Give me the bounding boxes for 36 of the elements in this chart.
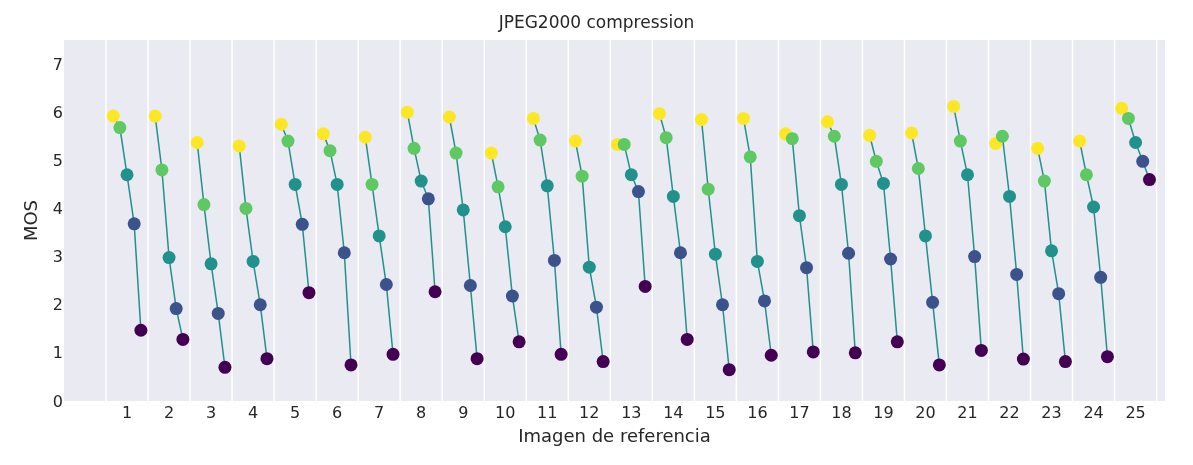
x-tick-label: 4 <box>248 403 259 422</box>
x-tick-label: 1 <box>121 403 133 422</box>
x-tick-label: 19 <box>873 403 894 422</box>
x-tick-label: 23 <box>1041 403 1062 422</box>
x-tick-label: 8 <box>416 403 427 422</box>
y-tick-label: 0 <box>52 391 63 411</box>
x-tick-label: 13 <box>621 403 642 422</box>
y-axis-title: MOS <box>20 199 42 242</box>
x-tick-label: 9 <box>458 403 469 422</box>
x-tick-label: 16 <box>747 403 768 422</box>
x-tick-label: 5 <box>290 403 301 422</box>
y-tick-label: 5 <box>52 150 63 170</box>
x-tick-label: 7 <box>374 403 385 422</box>
x-tick-label: 10 <box>495 403 516 422</box>
x-tick-label: 11 <box>537 403 558 422</box>
x-tick-label: 3 <box>205 403 217 422</box>
y-tick-label: 6 <box>52 102 63 122</box>
y-tick-label: 3 <box>52 247 63 267</box>
x-tick-label: 17 <box>789 403 810 422</box>
x-tick-label: 18 <box>831 403 852 422</box>
x-tick-label: 25 <box>1125 403 1146 422</box>
x-tick-label: 2 <box>163 403 175 422</box>
y-tick-label: 1 <box>52 343 63 363</box>
x-tick-label: 15 <box>705 403 726 422</box>
y-tick-label: 7 <box>52 54 63 74</box>
y-tick-label: 2 <box>52 295 63 315</box>
x-tick-label: 6 <box>332 403 343 422</box>
x-axis-title: Imagen de referencia <box>518 425 711 447</box>
x-tick-label: 20 <box>915 403 936 422</box>
chart-title: JPEG2000 compression <box>497 12 695 33</box>
y-tick-label: 4 <box>52 199 63 219</box>
x-tick-label: 24 <box>1083 403 1104 422</box>
x-tick-label: 12 <box>579 403 600 422</box>
x-tick-label: 21 <box>957 403 978 422</box>
x-tick-label: 22 <box>999 403 1020 422</box>
x-tick-label: 14 <box>663 403 684 422</box>
